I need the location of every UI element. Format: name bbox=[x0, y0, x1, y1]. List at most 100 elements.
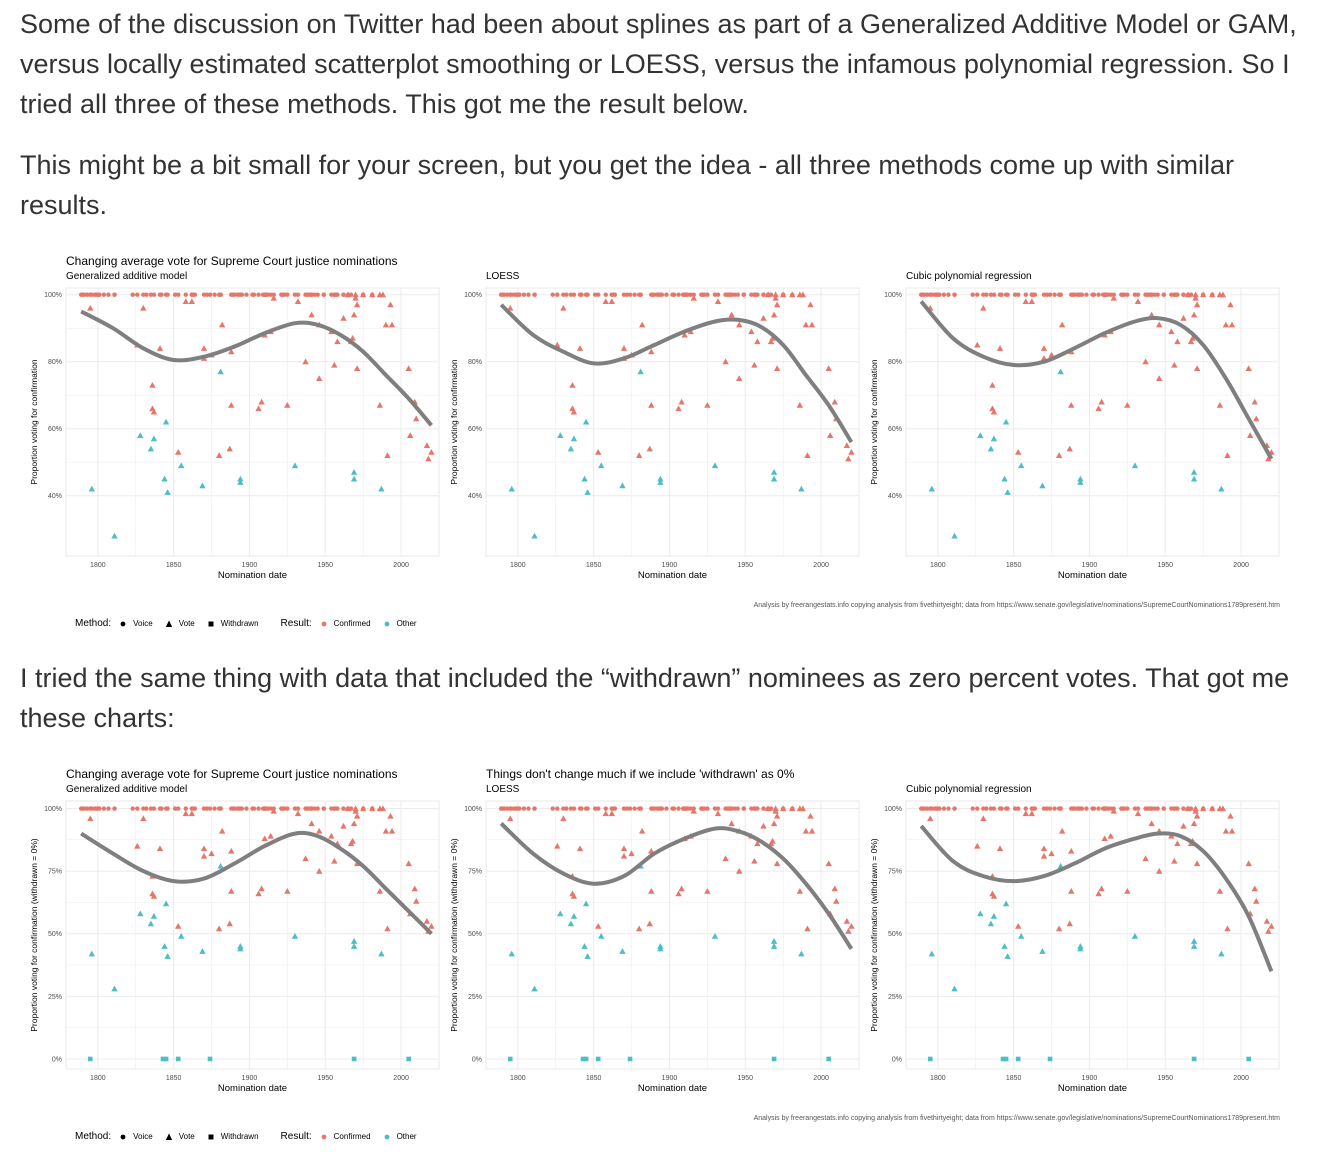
data-point-vote bbox=[388, 321, 396, 328]
data-point-voice bbox=[705, 292, 710, 297]
voice-legend-icon bbox=[120, 1134, 126, 1139]
data-point-vote bbox=[88, 485, 95, 492]
data-point-voice bbox=[732, 806, 737, 811]
data-point-voice bbox=[239, 292, 245, 297]
data-point-vote bbox=[843, 442, 851, 449]
data-point-voice bbox=[97, 292, 102, 297]
data-point-voice bbox=[571, 292, 577, 297]
data-point-vote bbox=[369, 291, 376, 298]
data-point-vote bbox=[751, 361, 758, 368]
data-point-withdrawn bbox=[175, 1056, 181, 1062]
data-point-voice bbox=[1084, 292, 1089, 297]
data-point-voice bbox=[981, 806, 986, 811]
data-point-voice bbox=[1047, 292, 1053, 297]
data-point-voice bbox=[256, 292, 261, 297]
data-point-vote bbox=[595, 448, 602, 455]
data-point-voice bbox=[1161, 806, 1166, 811]
data-point-voice bbox=[1175, 292, 1180, 297]
data-point-voice bbox=[172, 292, 178, 297]
data-point-vote bbox=[799, 805, 807, 812]
data-point-vote bbox=[675, 405, 682, 412]
data-point-voice bbox=[652, 806, 657, 811]
data-point-voice bbox=[946, 292, 951, 297]
data-point-vote bbox=[1193, 301, 1201, 308]
data-point-vote bbox=[428, 923, 435, 929]
result-legend-icon bbox=[321, 1134, 327, 1139]
data-point-withdrawn bbox=[826, 1056, 831, 1062]
data-point-voice bbox=[292, 292, 298, 297]
data-point-vote bbox=[334, 338, 341, 345]
data-point-vote bbox=[773, 860, 781, 867]
legend-item-method: Withdrawn bbox=[205, 1132, 259, 1142]
y-tick-label: 100% bbox=[464, 292, 482, 299]
data-point-voice bbox=[596, 806, 601, 811]
data-point-voice bbox=[975, 806, 980, 811]
data-point-voice bbox=[1149, 292, 1154, 297]
data-point-vote bbox=[996, 345, 1004, 351]
data-point-vote bbox=[1028, 298, 1036, 304]
data-point-voice bbox=[1175, 806, 1180, 811]
data-point-vote bbox=[767, 338, 775, 345]
data-point-vote bbox=[405, 365, 412, 371]
data-point-vote bbox=[760, 822, 767, 829]
data-point-vote bbox=[352, 805, 359, 812]
data-point-voice bbox=[688, 292, 693, 297]
data-point-voice bbox=[526, 806, 531, 811]
data-point-vote bbox=[1253, 415, 1260, 422]
legend-item-result: Confirmed bbox=[318, 619, 371, 629]
data-point-voice bbox=[176, 806, 181, 811]
x-tick-label: 1800 bbox=[930, 562, 946, 569]
data-point-vote bbox=[150, 435, 158, 442]
data-point-vote bbox=[1193, 860, 1201, 867]
data-point-voice bbox=[239, 806, 245, 811]
data-point-vote bbox=[646, 920, 653, 927]
data-point-voice bbox=[1132, 806, 1138, 811]
data-point-voice bbox=[1169, 806, 1174, 811]
data-point-vote bbox=[675, 890, 682, 897]
data-point-voice bbox=[1161, 292, 1166, 297]
y-axis-label: Proportion voting for confirmation (with… bbox=[449, 838, 459, 1032]
data-point-vote bbox=[1066, 445, 1073, 452]
data-point-vote bbox=[1246, 432, 1254, 438]
data-point-voice bbox=[761, 292, 766, 297]
data-point-vote bbox=[769, 335, 776, 341]
data-point-vote bbox=[635, 452, 643, 459]
data-point-voice bbox=[144, 806, 149, 811]
data-point-voice bbox=[285, 806, 290, 811]
plot-background bbox=[485, 800, 860, 1070]
data-point-vote bbox=[1134, 298, 1142, 304]
data-point-withdrawn bbox=[580, 1056, 586, 1062]
y-tick-label: 80% bbox=[48, 359, 62, 366]
chart-subtitle: LOESS bbox=[486, 271, 520, 282]
y-tick-label: 0% bbox=[892, 1056, 902, 1063]
data-point-vote bbox=[728, 311, 735, 318]
data-point-vote bbox=[1110, 294, 1117, 301]
data-point-vote bbox=[977, 432, 984, 438]
vote-legend-icon bbox=[165, 1133, 172, 1140]
legend: Method: Voice Vote Withdrawn Result: Confirme… bbox=[75, 618, 427, 629]
data-point-vote bbox=[237, 479, 244, 485]
paragraph-small-screen: This might be a bit small for your scree… bbox=[20, 150, 1235, 220]
data-point-withdrawn bbox=[507, 1056, 513, 1062]
data-point-vote bbox=[1171, 857, 1178, 864]
data-point-voice bbox=[735, 292, 740, 297]
data-point-vote bbox=[602, 298, 609, 304]
data-point-vote bbox=[769, 837, 776, 844]
data-point-voice bbox=[321, 806, 326, 811]
x-tick-label: 1900 bbox=[1082, 1075, 1098, 1082]
data-point-vote bbox=[137, 432, 144, 438]
data-point-vote bbox=[808, 827, 816, 834]
data-point-voice bbox=[1084, 806, 1089, 811]
data-point-vote bbox=[182, 810, 189, 817]
data-point-vote bbox=[199, 482, 206, 489]
data-point-voice bbox=[664, 806, 669, 811]
data-point-voice bbox=[685, 292, 690, 297]
data-point-voice bbox=[1135, 292, 1141, 297]
data-point-vote bbox=[1001, 943, 1008, 949]
chart-panel: Changing average vote for Supreme Court … bbox=[20, 763, 440, 1103]
data-point-vote bbox=[294, 298, 302, 304]
data-point-vote bbox=[137, 910, 144, 917]
data-point-vote bbox=[1077, 479, 1084, 485]
data-point-voice bbox=[984, 292, 989, 297]
data-point-vote bbox=[208, 850, 215, 857]
